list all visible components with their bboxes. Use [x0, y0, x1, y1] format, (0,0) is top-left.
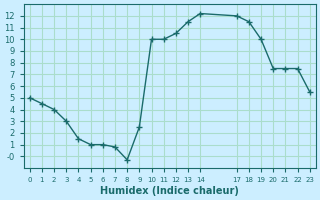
X-axis label: Humidex (Indice chaleur): Humidex (Indice chaleur) [100, 186, 239, 196]
